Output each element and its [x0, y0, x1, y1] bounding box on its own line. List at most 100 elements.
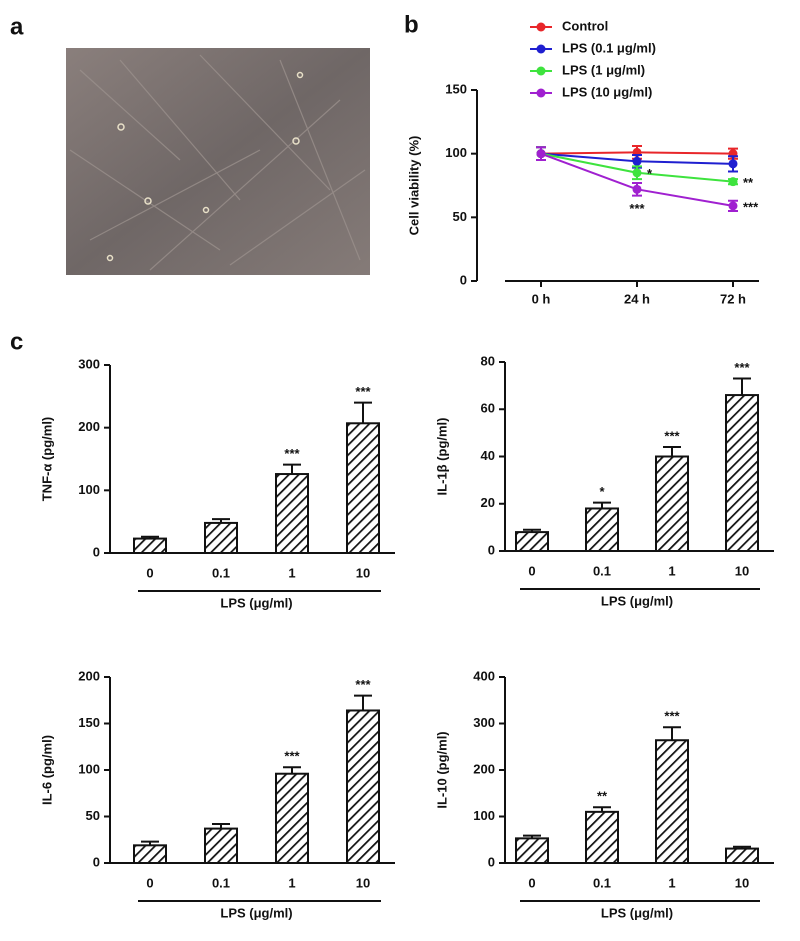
panel-label: a [10, 13, 24, 40]
bar [515, 531, 549, 552]
bar [275, 473, 309, 555]
y-axis-label: IL-6 (pg/ml) [39, 735, 54, 805]
x-tick-label: 10 [356, 565, 370, 580]
y-tick-label: 80 [481, 353, 495, 368]
data-point [632, 156, 642, 166]
y-axis-label: IL-1β (pg/ml) [434, 418, 449, 496]
y-tick-label: 100 [78, 761, 100, 776]
y-tick-label: 150 [78, 715, 100, 730]
y-tick-label: 100 [473, 808, 495, 823]
y-axis-label: IL-10 (pg/ml) [434, 731, 449, 808]
x-axis-label: LPS (μg/ml) [601, 905, 673, 920]
x-tick-label: 1 [288, 875, 295, 890]
x-tick-label: 0.1 [212, 875, 230, 890]
bar [204, 521, 238, 554]
x-tick-label: 24 h [624, 291, 650, 306]
x-tick-label: 72 h [720, 291, 746, 306]
x-axis-label: LPS (μg/ml) [220, 905, 292, 920]
bar [725, 394, 759, 553]
y-tick-label: 100 [445, 145, 467, 160]
y-tick-label: 0 [488, 542, 495, 557]
y-tick-label: 0 [93, 544, 100, 559]
y-axis-label: TNF-α (pg/ml) [39, 417, 54, 502]
y-tick-label: 0 [93, 854, 100, 869]
legend-label: LPS (1 μg/ml) [562, 62, 645, 77]
y-tick-label: 150 [445, 81, 467, 96]
legend-marker [536, 44, 546, 54]
x-tick-label: 0.1 [212, 565, 230, 580]
x-tick-label: 1 [288, 565, 295, 580]
significance: *** [355, 677, 371, 692]
error-bar [283, 766, 301, 774]
legend-marker [536, 66, 546, 76]
bar [655, 739, 689, 864]
bar [585, 507, 619, 553]
bar [725, 847, 759, 865]
legend-label: Control [562, 18, 608, 33]
bar [585, 810, 619, 864]
error-bar [354, 694, 372, 711]
panel-label: c [10, 328, 23, 355]
legend-marker [536, 88, 546, 98]
data-point [536, 149, 546, 159]
bar [133, 844, 167, 865]
x-tick-label: 10 [356, 875, 370, 890]
y-tick-label: 300 [473, 715, 495, 730]
significance: ** [743, 175, 754, 190]
y-tick-label: 200 [78, 419, 100, 434]
x-tick-label: 0 [146, 565, 153, 580]
y-tick-label: 50 [86, 808, 100, 823]
significance: *** [629, 201, 645, 216]
legend-label: LPS (0.1 μg/ml) [562, 40, 656, 55]
x-tick-label: 0 h [532, 291, 551, 306]
y-tick-label: 60 [481, 401, 495, 416]
y-tick-label: 200 [473, 761, 495, 776]
panel-label: b [404, 11, 419, 38]
bar [655, 455, 689, 552]
x-tick-label: 0 [528, 563, 535, 578]
significance: ** [597, 789, 608, 804]
bar [515, 837, 549, 864]
significance: *** [284, 446, 300, 461]
y-tick-label: 200 [78, 668, 100, 683]
bar [346, 709, 380, 864]
significance: *** [743, 199, 759, 214]
x-tick-label: 0.1 [593, 875, 611, 890]
error-bar [663, 446, 681, 457]
error-bar [354, 401, 372, 424]
significance: *** [355, 384, 371, 399]
error-bar [663, 726, 681, 741]
legend-marker [536, 22, 546, 32]
y-tick-label: 100 [78, 482, 100, 497]
x-axis-label: LPS (μg/ml) [601, 593, 673, 608]
data-point [728, 177, 738, 187]
x-tick-label: 0 [146, 875, 153, 890]
significance: *** [284, 749, 300, 764]
error-bar [283, 463, 301, 475]
data-point [632, 168, 642, 178]
significance: * [599, 484, 605, 499]
error-bar [733, 377, 751, 396]
significance: *** [664, 709, 680, 724]
bar [275, 772, 309, 864]
significance: *** [734, 360, 750, 375]
y-axis-label: Cell viability (%) [406, 136, 421, 236]
y-tick-label: 400 [473, 668, 495, 683]
bar [346, 422, 380, 554]
y-tick-label: 50 [453, 209, 467, 224]
x-tick-label: 10 [735, 563, 749, 578]
legend-label: LPS (10 μg/ml) [562, 84, 652, 99]
micrograph [66, 48, 370, 275]
x-tick-label: 1 [668, 875, 675, 890]
x-tick-label: 0.1 [593, 563, 611, 578]
y-tick-label: 20 [481, 495, 495, 510]
x-tick-label: 1 [668, 563, 675, 578]
significance: * [647, 166, 653, 181]
x-tick-label: 10 [735, 875, 749, 890]
data-point [728, 159, 738, 169]
y-tick-label: 0 [460, 272, 467, 287]
data-point [728, 201, 738, 211]
y-tick-label: 300 [78, 356, 100, 371]
